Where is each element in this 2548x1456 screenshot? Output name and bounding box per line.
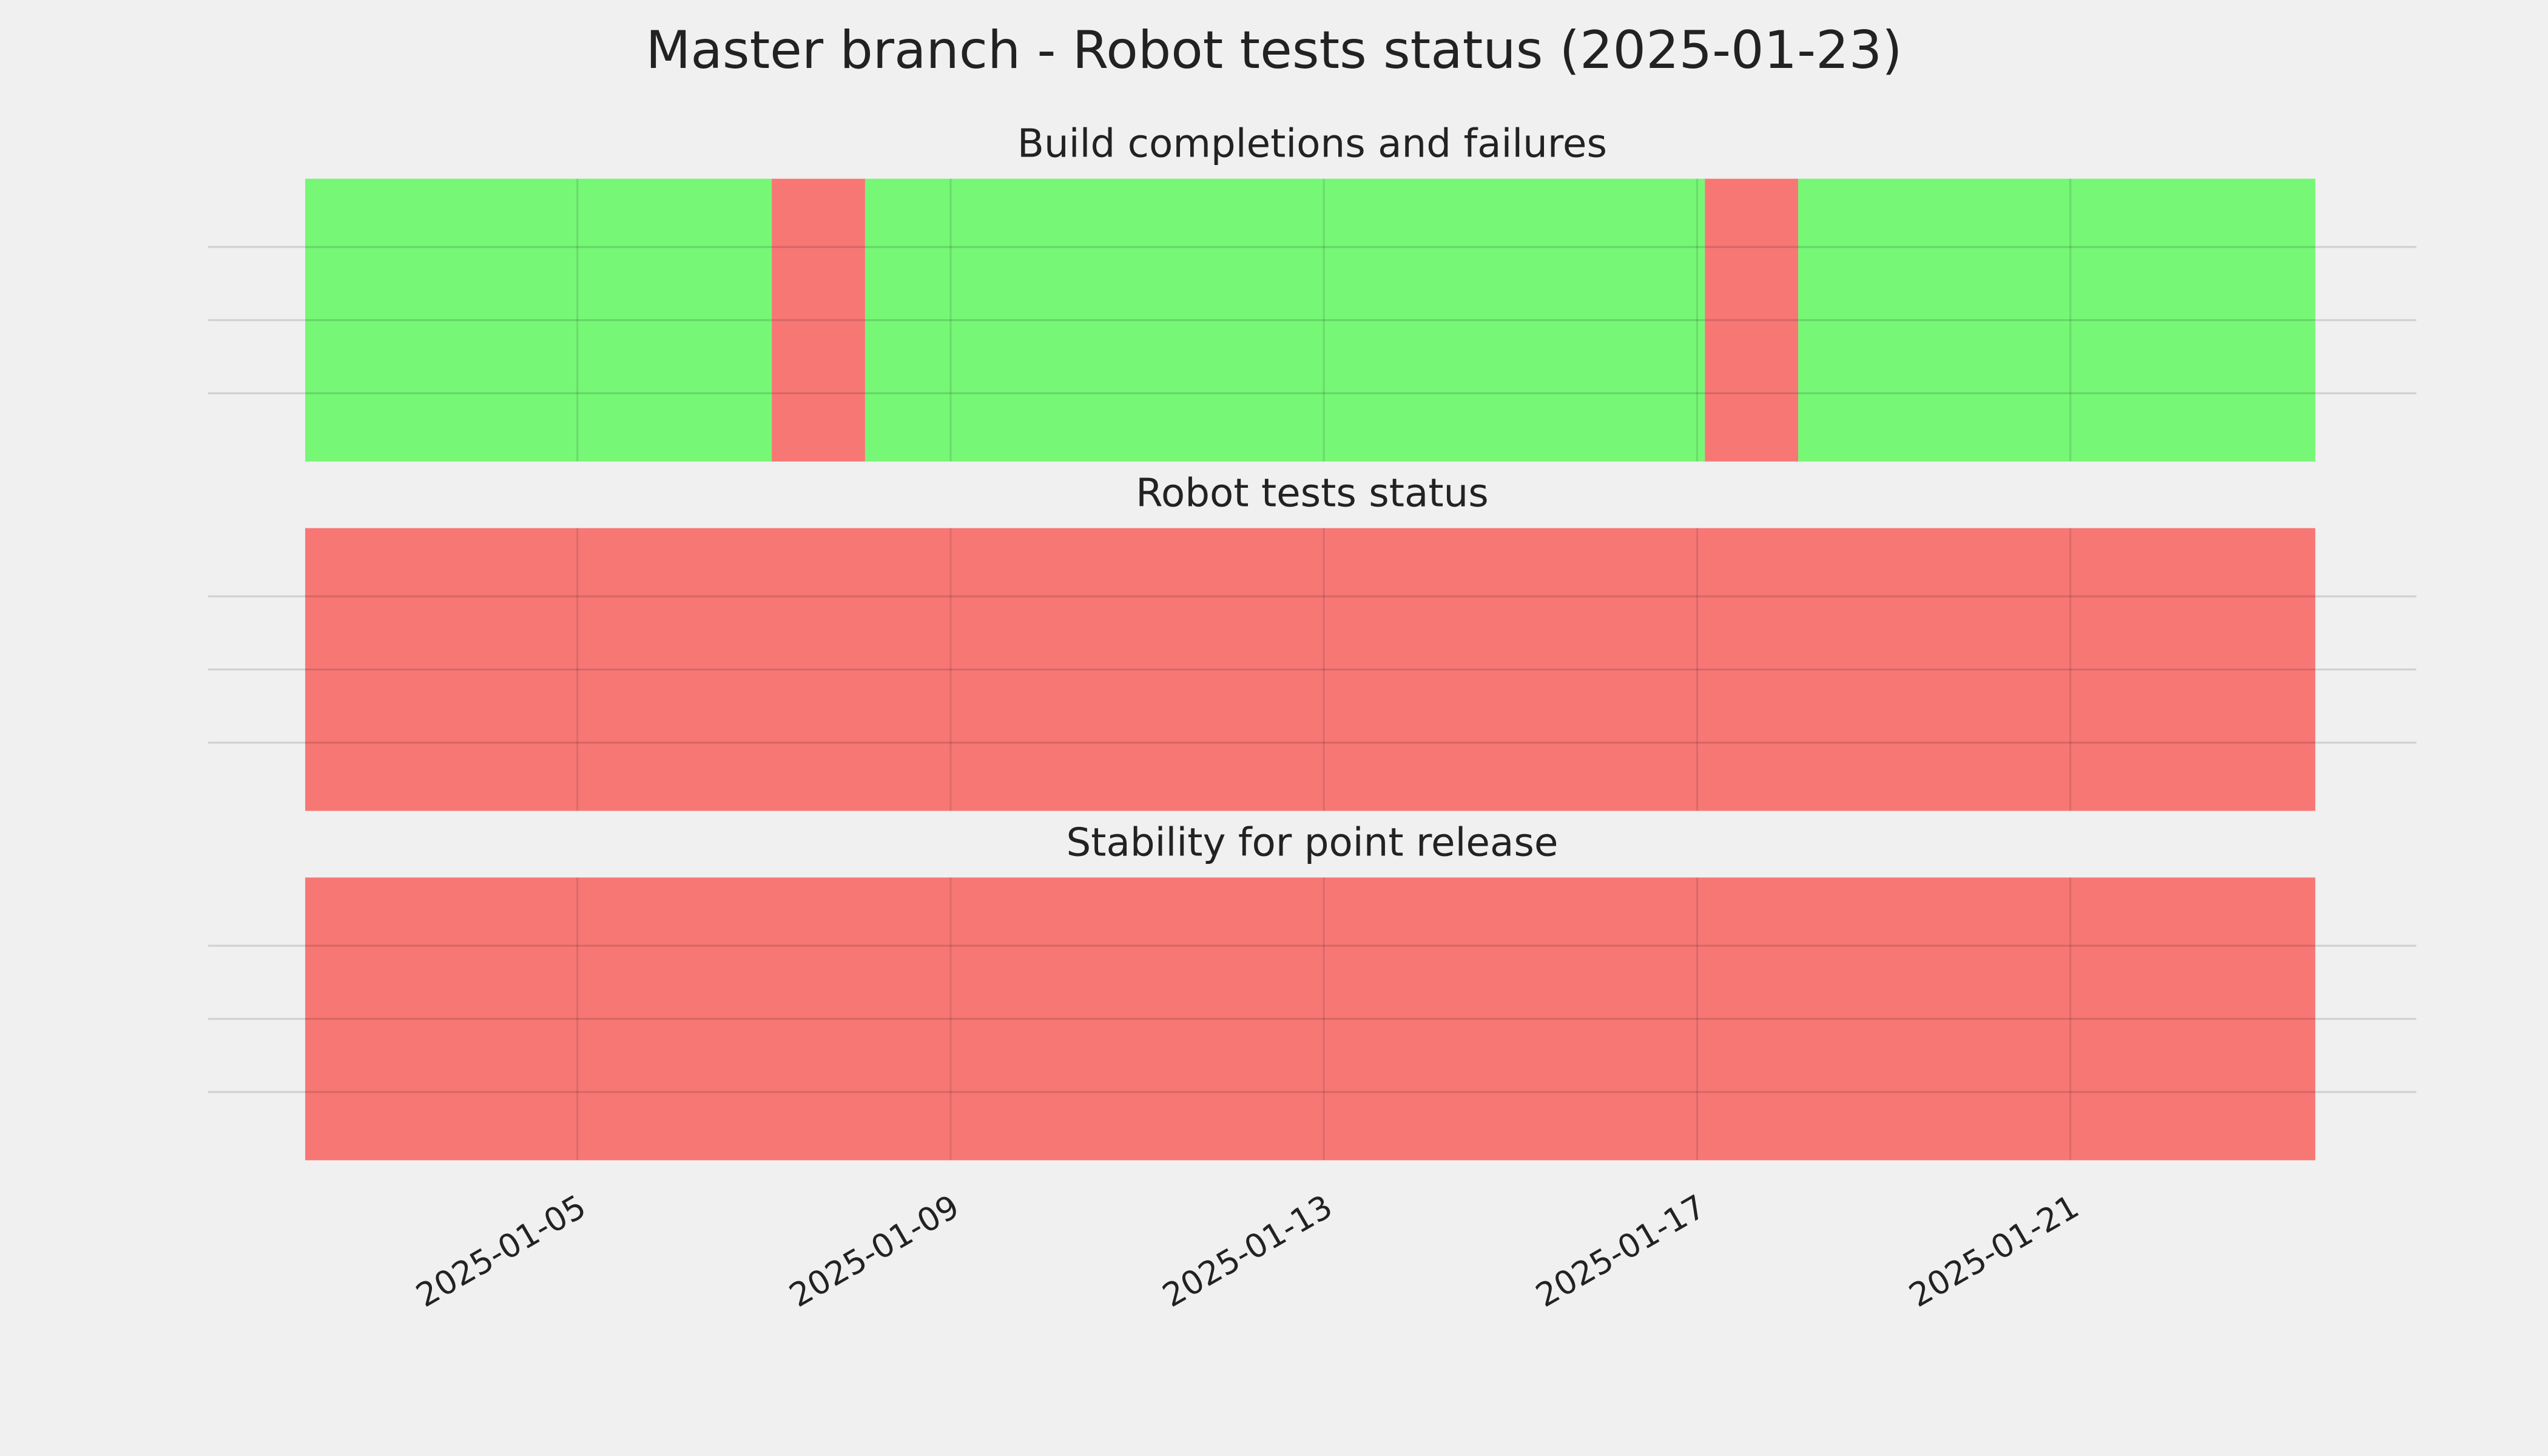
panel-title: Stability for point release bbox=[1067, 820, 1559, 865]
status-span bbox=[305, 178, 772, 462]
status-span bbox=[772, 178, 865, 462]
status-span bbox=[1798, 178, 2316, 462]
status-span bbox=[864, 178, 1705, 462]
status-span bbox=[305, 528, 2316, 811]
status-span bbox=[305, 877, 2316, 1161]
status-span bbox=[1705, 178, 1799, 462]
panel-title: Build completions and failures bbox=[1017, 121, 1607, 167]
figure-title: Master branch - Robot tests status (2025… bbox=[645, 20, 1902, 81]
panel-title: Robot tests status bbox=[1136, 471, 1489, 516]
